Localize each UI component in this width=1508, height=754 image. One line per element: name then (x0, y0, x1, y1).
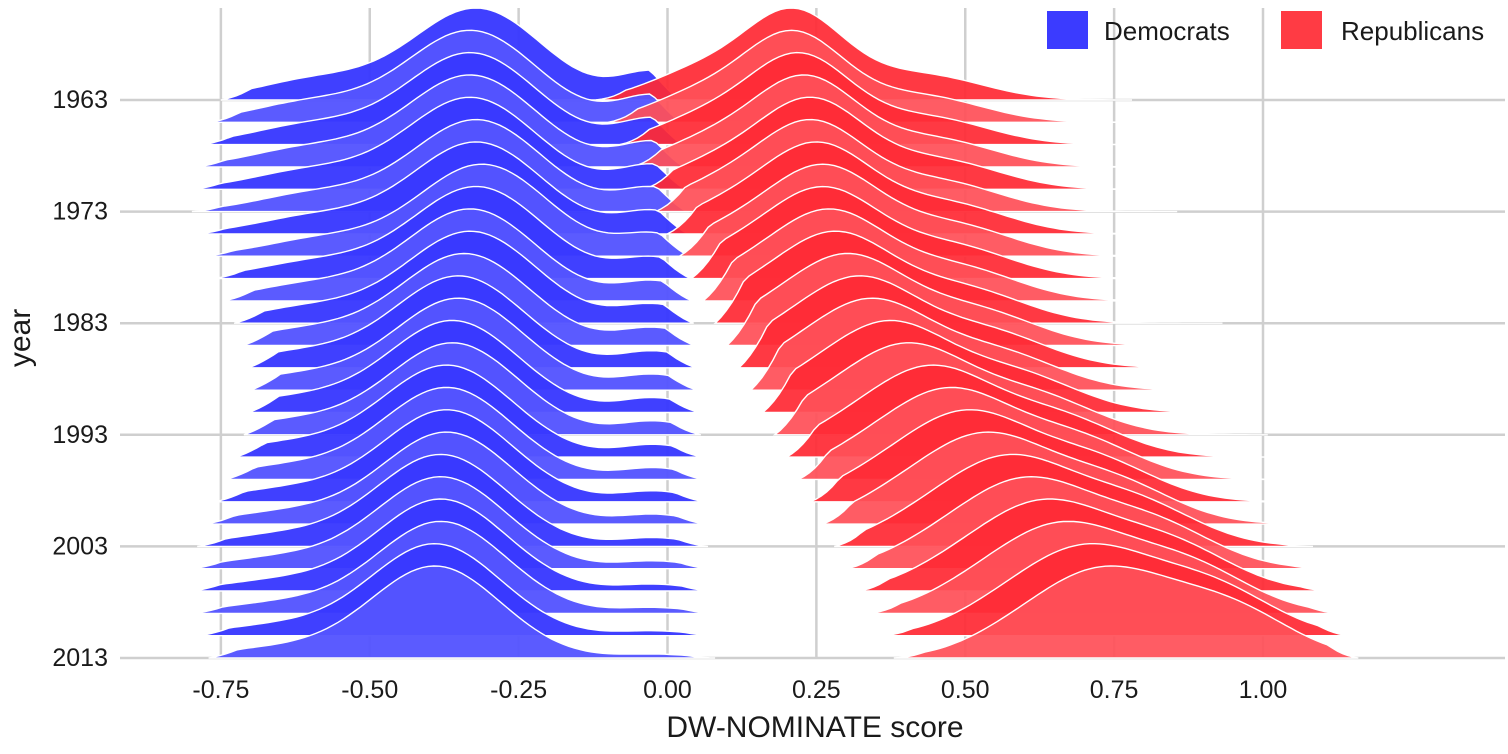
y-tick-label: 2013 (52, 644, 108, 672)
x-tick-label: -0.50 (341, 676, 398, 704)
y-tick-label: 1963 (52, 86, 108, 114)
x-tick-label: -0.75 (192, 676, 249, 704)
y-axis-title: year (4, 309, 37, 367)
democrats-density-2013 (208, 565, 716, 659)
y-tick-label: 2003 (52, 532, 108, 560)
legend-swatch-democrats (1047, 11, 1088, 49)
y-tick-label: 1973 (52, 198, 108, 226)
x-tick-label: 0.00 (643, 676, 692, 704)
x-tick-label: -0.25 (490, 676, 547, 704)
x-tick-label: 1.00 (1239, 676, 1288, 704)
legend-label-republicans: Republicans (1341, 16, 1484, 46)
republicans-density-2013 (893, 565, 1359, 659)
y-tick-label: 1983 (52, 309, 108, 337)
x-tick-label: 0.75 (1090, 676, 1139, 704)
legend-label-democrats: Democrats (1104, 16, 1230, 46)
x-axis-tick-labels: -0.75 -0.50 -0.25 0.00 0.25 0.50 0.75 1.00 (192, 676, 1287, 704)
legend-swatch-republicans (1281, 11, 1322, 49)
legend: Democrats Republicans (1047, 11, 1484, 49)
x-tick-label: 0.25 (792, 676, 841, 704)
x-axis-title: DW-NOMINATE score (666, 711, 963, 744)
y-tick-label: 1993 (52, 421, 108, 449)
y-axis-tick-labels: 1963 1973 1983 1993 2003 2013 (52, 86, 108, 672)
ridge-series (191, 7, 1359, 659)
x-tick-label: 0.50 (941, 676, 990, 704)
